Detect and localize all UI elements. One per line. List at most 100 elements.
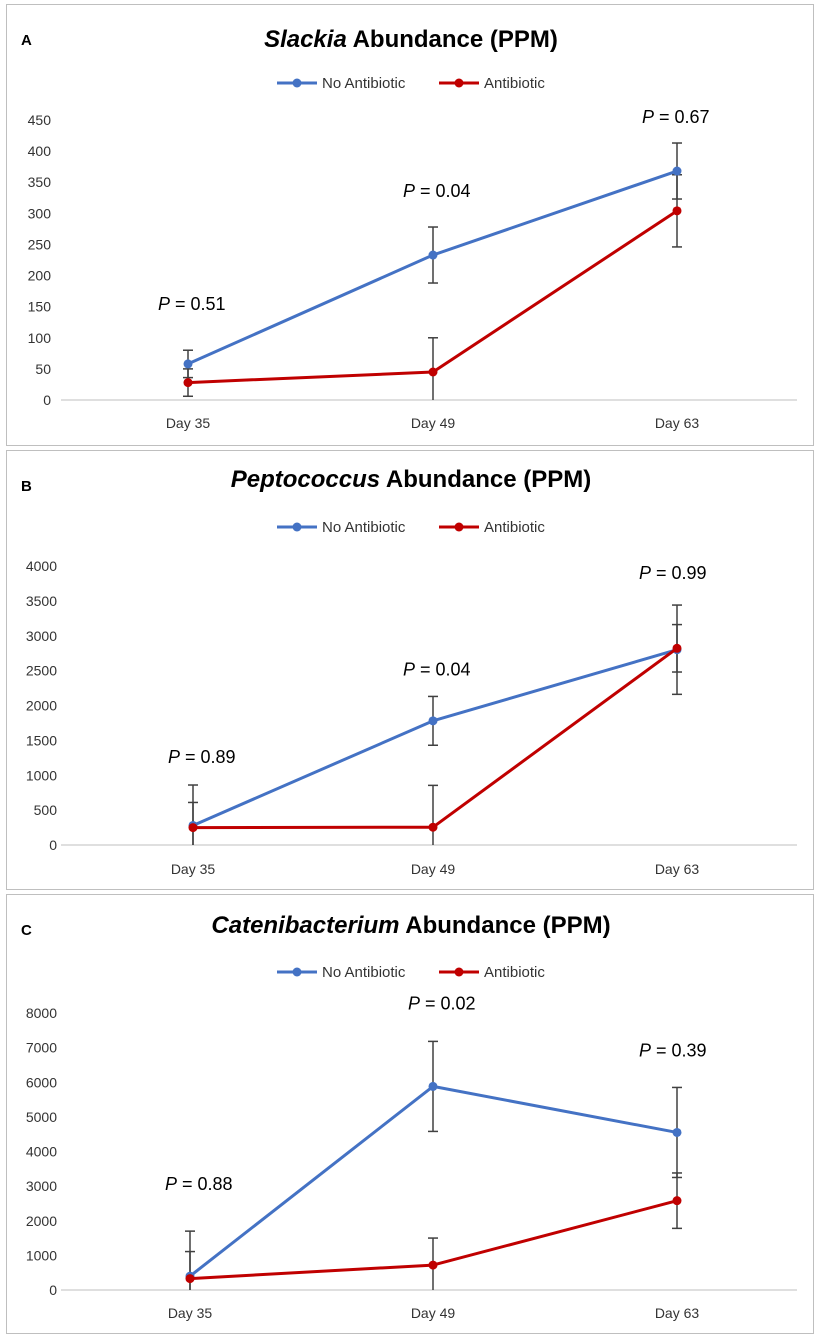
panel-letter: A [21, 32, 32, 49]
p-value-label: P = 0.39 [639, 1040, 707, 1060]
y-tick-label: 7000 [26, 1040, 57, 1056]
p-value-text: = 0.04 [415, 659, 471, 679]
data-point-no-antibiotic [428, 716, 438, 726]
y-tick-label: 150 [28, 299, 52, 315]
chart-panel-a: A Slackia Abundance (PPM) No Antibiotic Ant… [6, 4, 814, 446]
y-tick-label: 100 [28, 330, 52, 346]
y-tick-label: 450 [28, 112, 52, 128]
p-value-text: = 0.99 [651, 563, 707, 583]
y-tick-label: 6000 [26, 1074, 57, 1090]
y-tick-label: 4000 [26, 558, 57, 574]
data-point-antibiotic [188, 823, 198, 833]
p-value-symbol: P [639, 563, 651, 583]
y-tick-label: 1500 [26, 732, 57, 748]
legend-label: Antibiotic [484, 519, 545, 536]
x-tick-label: Day 35 [166, 415, 211, 431]
y-tick-label: 2000 [26, 698, 57, 714]
p-value-symbol: P [403, 181, 415, 201]
x-tick-label: Day 35 [171, 861, 216, 877]
p-value-text: = 0.89 [180, 747, 236, 767]
legend-marker-antibiotic [454, 78, 464, 88]
chart-title: Slackia Abundance (PPM) [264, 26, 558, 53]
y-tick-label: 500 [34, 802, 58, 818]
y-tick-label: 300 [28, 205, 52, 221]
y-tick-label: 50 [35, 361, 51, 377]
y-tick-label: 1000 [26, 767, 57, 783]
chart-title-rest: Abundance (PPM) [399, 912, 610, 939]
data-point-no-antibiotic [672, 166, 682, 176]
chart-title: Catenibacterium Abundance (PPM) [211, 912, 610, 939]
x-tick-label: Day 49 [411, 861, 456, 877]
legend-label: No Antibiotic [322, 964, 406, 981]
chart-c-svg: C Catenibacterium Abundance (PPM) No Antib… [21, 912, 797, 1321]
chart-title-genus: Slackia [264, 26, 347, 53]
y-tick-label: 200 [28, 268, 52, 284]
x-tick-label: Day 49 [411, 1305, 456, 1321]
p-value-symbol: P [408, 993, 420, 1013]
y-tick-label: 1000 [26, 1247, 57, 1263]
data-point-antibiotic [428, 1260, 438, 1270]
data-point-antibiotic [185, 1274, 195, 1284]
y-tick-label: 8000 [26, 1005, 57, 1021]
y-tick-label: 3000 [26, 1178, 57, 1194]
chart-title-genus: Peptococcus [231, 466, 380, 493]
chart-a-svg: A Slackia Abundance (PPM) No Antibiotic Ant… [21, 26, 797, 431]
chart-title: Peptococcus Abundance (PPM) [231, 466, 592, 493]
p-value-text: = 0.04 [415, 181, 471, 201]
p-value-symbol: P [403, 659, 415, 679]
data-point-antibiotic [672, 643, 682, 653]
y-tick-label: 4000 [26, 1144, 57, 1160]
data-point-antibiotic [672, 206, 682, 216]
data-point-antibiotic [183, 378, 193, 388]
p-value-text: = 0.67 [654, 107, 710, 127]
legend-label: Antibiotic [484, 75, 545, 92]
p-value-symbol: P [642, 107, 654, 127]
data-point-no-antibiotic [183, 359, 193, 369]
p-value-symbol: P [165, 1174, 177, 1194]
p-value-label: P = 0.99 [639, 563, 707, 583]
p-value-label: P = 0.04 [403, 181, 471, 201]
p-value-symbol: P [639, 1040, 651, 1060]
y-tick-label: 3000 [26, 628, 57, 644]
x-tick-label: Day 63 [655, 861, 700, 877]
p-value-label: P = 0.02 [408, 993, 476, 1013]
x-tick-label: Day 63 [655, 415, 700, 431]
legend-marker-antibiotic [454, 967, 464, 977]
chart-panel-b: B Peptococcus Abundance (PPM) No Antibioti… [6, 450, 814, 890]
p-value-label: P = 0.88 [165, 1174, 233, 1194]
data-point-antibiotic [672, 1196, 682, 1206]
legend-label: No Antibiotic [322, 519, 406, 536]
legend-label: No Antibiotic [322, 75, 406, 92]
chart-title-rest: Abundance (PPM) [347, 26, 558, 53]
legend-marker-no-antibiotic [292, 967, 302, 977]
p-value-label: P = 0.51 [158, 294, 226, 314]
p-value-symbol: P [158, 294, 170, 314]
y-tick-label: 5000 [26, 1109, 57, 1125]
panel-letter: C [21, 922, 32, 939]
data-point-no-antibiotic [428, 250, 438, 260]
data-point-antibiotic [428, 822, 438, 832]
chart-title-genus: Catenibacterium [211, 912, 399, 939]
y-tick-label: 0 [43, 392, 51, 408]
y-tick-label: 350 [28, 174, 52, 190]
p-value-text: = 0.02 [420, 993, 476, 1013]
y-tick-label: 400 [28, 143, 52, 159]
p-value-symbol: P [168, 747, 180, 767]
p-value-text: = 0.51 [170, 294, 226, 314]
panel-letter: B [21, 478, 32, 495]
y-tick-label: 2000 [26, 1213, 57, 1229]
y-tick-label: 0 [49, 837, 57, 853]
p-value-label: P = 0.67 [642, 107, 710, 127]
x-tick-label: Day 35 [168, 1305, 213, 1321]
chart-b-svg: B Peptococcus Abundance (PPM) No Antibioti… [21, 466, 797, 877]
y-tick-label: 250 [28, 236, 52, 252]
p-value-text: = 0.39 [651, 1040, 707, 1060]
legend-label: Antibiotic [484, 964, 545, 981]
legend-marker-no-antibiotic [292, 522, 302, 532]
chart-title-rest: Abundance (PPM) [380, 466, 591, 493]
y-tick-label: 0 [49, 1282, 57, 1298]
x-tick-label: Day 63 [655, 1305, 700, 1321]
legend-marker-antibiotic [454, 522, 464, 532]
y-tick-label: 3500 [26, 593, 57, 609]
legend-marker-no-antibiotic [292, 78, 302, 88]
